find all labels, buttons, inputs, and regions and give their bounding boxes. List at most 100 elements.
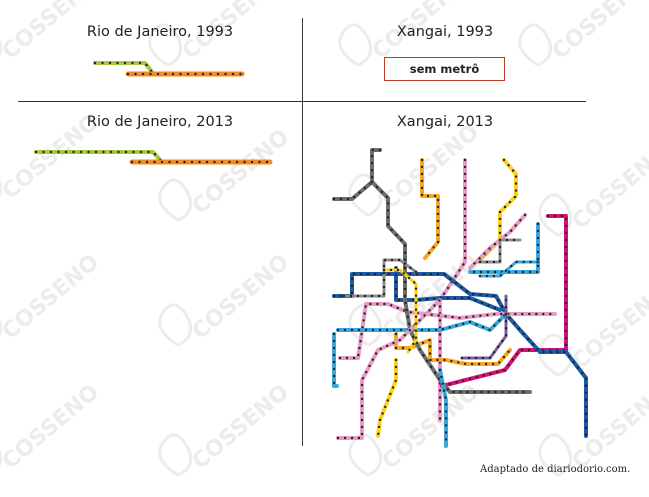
station-dot [394,365,398,369]
station-dot [404,301,407,305]
station-dot [93,61,97,65]
station-dot [446,286,450,290]
station-dot [452,390,455,394]
station-dot [510,264,513,268]
station-dot [364,305,367,308]
station-dot [371,328,375,332]
station-dot [175,160,179,164]
station-dot [228,160,231,164]
station-dot [394,379,397,383]
station-dot [492,274,496,278]
station-dot [258,160,261,164]
station-dot [438,354,442,357]
station-dot [153,160,156,164]
station-dot [492,260,496,264]
station-dot [449,277,452,281]
station-dot [428,339,431,342]
station-dot [488,328,491,331]
station-dot [492,351,496,354]
station-dot [493,270,497,274]
station-dot [370,169,374,172]
station-dot [564,294,568,298]
station-dot [145,63,148,67]
station-dot [515,390,518,394]
station-dot [433,304,436,307]
station-dot [132,150,135,154]
station-dot [387,272,391,276]
station-dot [485,260,489,264]
station-dot [430,365,433,368]
station-dot [450,359,453,363]
station-dot [116,61,119,65]
station-dot [488,356,492,360]
station-dot [356,294,360,298]
station-dot [504,334,508,337]
station-dot [493,306,497,310]
station-dot [474,356,478,360]
station-dot [390,228,393,232]
station-dot [381,412,384,415]
station-dot [380,190,384,194]
station-dot [483,252,486,255]
vertical-divider [302,18,303,446]
station-dot [491,362,495,366]
station-dot [216,72,220,76]
station-dot [535,312,538,316]
station-dot [363,294,367,298]
station-dot [409,311,413,314]
station-dot [568,355,571,358]
watermark-swirl [518,23,553,67]
station-dot [564,217,568,221]
station-dot [332,374,336,378]
station-dot [497,299,500,302]
station-dot [512,238,516,242]
station-dot [584,412,588,415]
station-dot [408,348,411,351]
station-dot [399,328,403,332]
station-dot [413,281,416,284]
station-dot [376,302,379,306]
station-dot [489,372,492,375]
station-dot [386,223,390,226]
station-dot [496,370,499,374]
station-dot [438,299,441,302]
station-dot [360,383,364,387]
station-dot [529,260,532,264]
station-dot [405,308,408,312]
station-dot [502,369,506,372]
station-dot [503,205,507,209]
station-dot [498,245,502,249]
station-dot [427,328,431,332]
station-dot [463,193,467,197]
station-dot [498,210,502,214]
station-dot [500,312,503,316]
station-dot [371,148,374,152]
station-dot [536,264,540,268]
station-dot [515,260,518,264]
station-dot [432,297,436,300]
station-dot [460,296,464,300]
station-dot [378,328,382,332]
station-dot [584,384,588,387]
station-dot [390,304,393,307]
station-dot [522,332,525,336]
station-dot [556,350,559,354]
station-dot [462,263,465,266]
station-dot [414,322,418,325]
station-dot [384,405,387,409]
station-dot [426,194,430,198]
station-dot [332,332,336,336]
station-dot [94,150,98,154]
station-dot [407,322,411,325]
station-dot [485,294,489,297]
station-dot [564,252,568,256]
station-dot [542,350,545,354]
station-dot [494,390,497,394]
station-dot [564,280,568,284]
station-dot [224,72,227,76]
station-dot [440,375,443,379]
station-dot [389,268,393,272]
station-dot [572,360,575,364]
watermark-swirl [158,303,193,347]
station-dot [357,436,361,440]
